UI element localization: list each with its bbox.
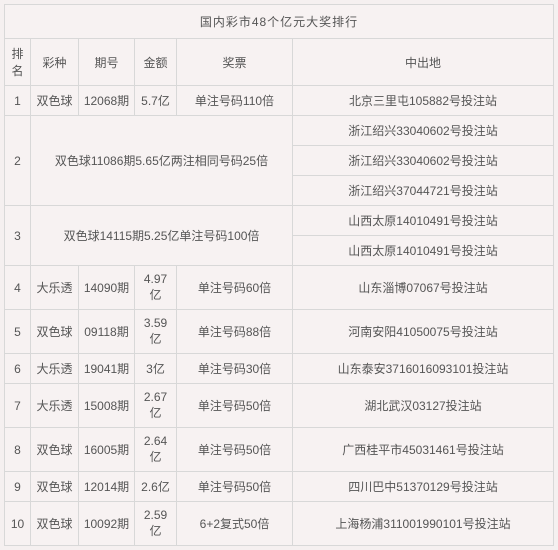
- cell-type: 双色球: [31, 472, 79, 502]
- table-row: 2双色球11086期5.65亿两注相同号码25倍浙江绍兴33040602号投注站: [5, 116, 554, 146]
- cell-rank: 9: [5, 472, 31, 502]
- cell-rank: 6: [5, 354, 31, 384]
- cell-place: 山东淄博07067号投注站: [293, 266, 554, 310]
- cell-rank: 3: [5, 206, 31, 266]
- cell-place: 浙江绍兴37044721号投注站: [293, 176, 554, 206]
- col-ticket: 奖票: [177, 39, 293, 86]
- cell-amount: 3.59亿: [135, 310, 177, 354]
- cell-period: 09118期: [79, 310, 135, 354]
- table-row: 7大乐透15008期2.67亿单注号码50倍湖北武汉03127投注站: [5, 384, 554, 428]
- cell-period: 14090期: [79, 266, 135, 310]
- col-place: 中出地: [293, 39, 554, 86]
- table-row: 8双色球16005期2.64亿单注号码50倍广西桂平市45031461号投注站: [5, 428, 554, 472]
- ranking-table: 国内彩市48个亿元大奖排行 排名 彩种 期号 金额 奖票 中出地 1双色球120…: [4, 4, 554, 546]
- table-row: 1双色球12068期5.7亿单注号码110倍北京三里屯105882号投注站: [5, 86, 554, 116]
- cell-place: 湖北武汉03127投注站: [293, 384, 554, 428]
- cell-type: 双色球: [31, 502, 79, 546]
- cell-ticket: 单注号码50倍: [177, 428, 293, 472]
- cell-place: 河南安阳41050075号投注站: [293, 310, 554, 354]
- cell-type: 大乐透: [31, 266, 79, 310]
- table-row: 6大乐透19041期3亿单注号码30倍山东泰安3716016093101投注站: [5, 354, 554, 384]
- cell-place: 四川巴中51370129号投注站: [293, 472, 554, 502]
- cell-period: 12014期: [79, 472, 135, 502]
- cell-place: 浙江绍兴33040602号投注站: [293, 116, 554, 146]
- cell-rank: 1: [5, 86, 31, 116]
- cell-amount: 3亿: [135, 354, 177, 384]
- table-body: 1双色球12068期5.7亿单注号码110倍北京三里屯105882号投注站2双色…: [5, 86, 554, 546]
- cell-type: 大乐透: [31, 354, 79, 384]
- cell-period: 10092期: [79, 502, 135, 546]
- cell-place: 北京三里屯105882号投注站: [293, 86, 554, 116]
- ranking-table-container: 国内彩市48个亿元大奖排行 排名 彩种 期号 金额 奖票 中出地 1双色球120…: [4, 4, 554, 546]
- cell-place: 浙江绍兴33040602号投注站: [293, 146, 554, 176]
- cell-rank: 10: [5, 502, 31, 546]
- cell-type: 双色球: [31, 310, 79, 354]
- cell-rank: 5: [5, 310, 31, 354]
- col-amount: 金额: [135, 39, 177, 86]
- cell-type: 大乐透: [31, 384, 79, 428]
- cell-amount: 2.59亿: [135, 502, 177, 546]
- cell-period: 19041期: [79, 354, 135, 384]
- table-row: 4大乐透14090期4.97亿单注号码60倍山东淄博07067号投注站: [5, 266, 554, 310]
- col-rank: 排名: [5, 39, 31, 86]
- table-row: 9双色球12014期2.6亿单注号码50倍四川巴中51370129号投注站: [5, 472, 554, 502]
- header-row: 排名 彩种 期号 金额 奖票 中出地: [5, 39, 554, 86]
- cell-type: 双色球: [31, 428, 79, 472]
- cell-amount: 2.6亿: [135, 472, 177, 502]
- title-row: 国内彩市48个亿元大奖排行: [5, 5, 554, 39]
- cell-period: 16005期: [79, 428, 135, 472]
- cell-amount: 4.97亿: [135, 266, 177, 310]
- cell-ticket: 6+2复式50倍: [177, 502, 293, 546]
- table-row: 5双色球09118期3.59亿单注号码88倍河南安阳41050075号投注站: [5, 310, 554, 354]
- col-type: 彩种: [31, 39, 79, 86]
- cell-rank: 4: [5, 266, 31, 310]
- cell-rank: 7: [5, 384, 31, 428]
- cell-ticket: 单注号码50倍: [177, 472, 293, 502]
- cell-rank: 2: [5, 116, 31, 206]
- table-row: 10双色球10092期2.59亿6+2复式50倍上海杨浦311001990101…: [5, 502, 554, 546]
- cell-place: 广西桂平市45031461号投注站: [293, 428, 554, 472]
- cell-ticket: 单注号码50倍: [177, 384, 293, 428]
- cell-period: 12068期: [79, 86, 135, 116]
- cell-period: 15008期: [79, 384, 135, 428]
- cell-amount: 5.7亿: [135, 86, 177, 116]
- cell-type: 双色球: [31, 86, 79, 116]
- cell-amount: 2.67亿: [135, 384, 177, 428]
- cell-merged-desc: 双色球11086期5.65亿两注相同号码25倍: [31, 116, 293, 206]
- cell-rank: 8: [5, 428, 31, 472]
- cell-ticket: 单注号码88倍: [177, 310, 293, 354]
- cell-ticket: 单注号码110倍: [177, 86, 293, 116]
- cell-place: 山东泰安3716016093101投注站: [293, 354, 554, 384]
- cell-place: 上海杨浦311001990101号投注站: [293, 502, 554, 546]
- cell-ticket: 单注号码30倍: [177, 354, 293, 384]
- cell-ticket: 单注号码60倍: [177, 266, 293, 310]
- table-title: 国内彩市48个亿元大奖排行: [5, 5, 554, 39]
- cell-place: 山西太原14010491号投注站: [293, 206, 554, 236]
- cell-merged-desc: 双色球14115期5.25亿单注号码100倍: [31, 206, 293, 266]
- col-period: 期号: [79, 39, 135, 86]
- cell-place: 山西太原14010491号投注站: [293, 236, 554, 266]
- table-row: 3双色球14115期5.25亿单注号码100倍山西太原14010491号投注站: [5, 206, 554, 236]
- cell-amount: 2.64亿: [135, 428, 177, 472]
